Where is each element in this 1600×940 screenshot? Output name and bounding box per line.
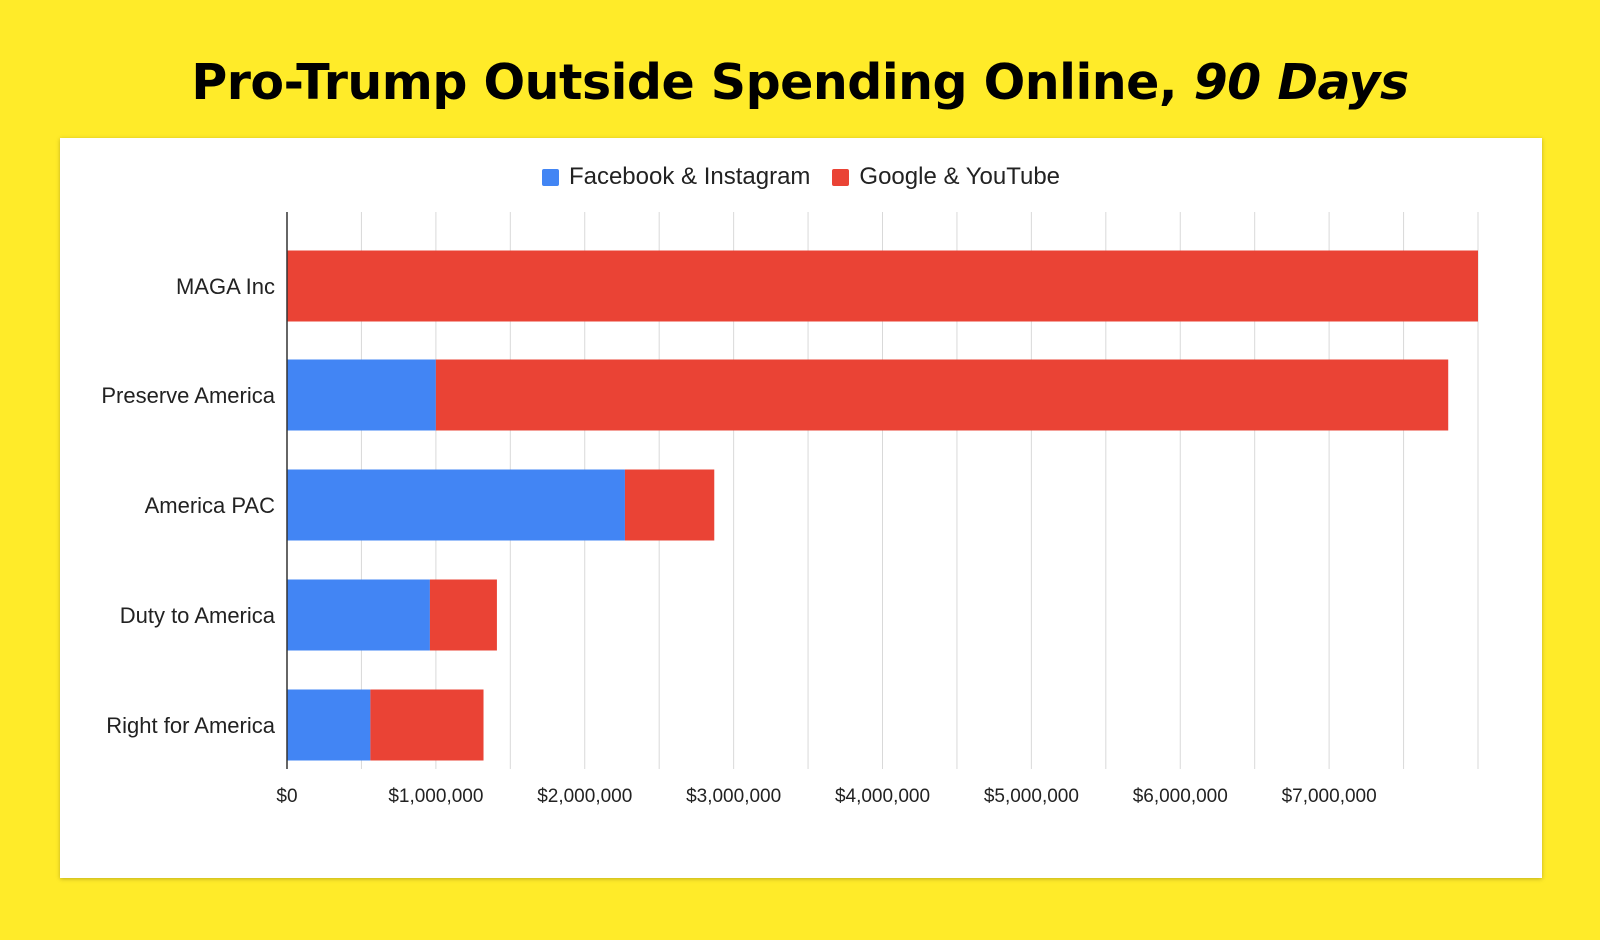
x-tick-label: $2,000,000 <box>537 786 632 807</box>
x-tick-label: $3,000,000 <box>686 786 781 807</box>
bar-facebook <box>287 359 436 431</box>
legend-label-facebook: Facebook & Instagram <box>568 163 811 190</box>
x-tick-label: $6,000,000 <box>1133 786 1228 807</box>
headline-main: Pro-Trump Outside Spending Online, <box>191 54 1194 111</box>
chart-headline: Pro-Trump Outside Spending Online, 90 Da… <box>0 48 1600 118</box>
x-tick-label: $5,000,000 <box>984 786 1079 807</box>
legend-swatch-google <box>832 168 850 186</box>
legend-item-google[interactable]: Google & YouTube <box>832 163 1060 191</box>
category-label: Duty to America <box>120 603 276 628</box>
x-tick-label: $7,000,000 <box>1282 786 1377 807</box>
bar-google <box>624 469 715 541</box>
category-label: Preserve America <box>101 383 275 408</box>
bar-facebook <box>287 579 430 651</box>
bar-chart: MAGA Inc Preserve America America PAC Duty … <box>101 212 1479 807</box>
category-label: MAGA Inc <box>176 274 275 299</box>
category-label: Right for America <box>106 713 275 738</box>
bar-facebook <box>287 689 371 761</box>
legend-label-google: Google & YouTube <box>859 163 1061 190</box>
x-tick-label: $0 <box>276 786 297 807</box>
bar-facebook <box>287 469 625 541</box>
chart-legend: Facebook & Instagram Google & YouTube <box>60 162 1542 192</box>
headline-emphasis: 90 Days <box>1193 54 1410 111</box>
bar-google <box>370 689 484 761</box>
bar-google <box>429 579 497 651</box>
legend-item-facebook[interactable]: Facebook & Instagram <box>541 163 811 191</box>
chart-card: Facebook & Instagram Google & YouTube MA… <box>60 138 1542 878</box>
bar-google <box>287 250 1478 322</box>
bar-google <box>435 359 1449 431</box>
x-tick-label: $1,000,000 <box>388 786 483 807</box>
category-label: America PAC <box>145 493 276 518</box>
x-tick-label: $4,000,000 <box>835 786 930 807</box>
legend-swatch-facebook <box>541 168 559 186</box>
